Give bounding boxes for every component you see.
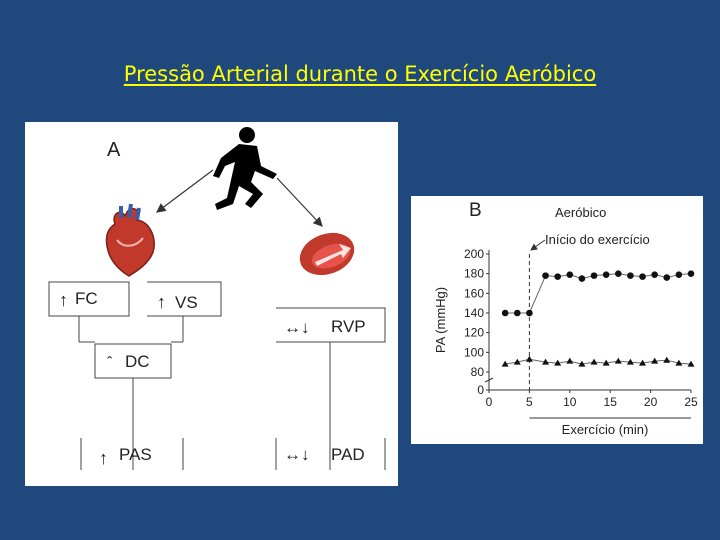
x-tick-label: 10 <box>563 395 577 409</box>
triangle-data-point <box>525 355 533 362</box>
rvp-arrow: ↔↓ <box>284 318 310 337</box>
pad-arrow: ↔↓ <box>284 445 310 464</box>
vs-label: VS <box>175 293 198 312</box>
y-tick-label: 200 <box>464 247 484 261</box>
y-tick-label: 80 <box>471 365 485 379</box>
panel-a-label: A <box>107 139 121 161</box>
y-tick-label: 0 <box>477 383 484 397</box>
triangle-data-point <box>614 357 622 364</box>
dc-label: DC <box>125 352 150 371</box>
annotation-aerobic: Aeróbico <box>555 205 606 220</box>
y-axis-label: PA (mmHg) <box>433 287 448 353</box>
triangle-data-point <box>626 358 634 365</box>
x-tick-label: 20 <box>644 395 658 409</box>
circle-data-point <box>614 270 622 277</box>
circle-data-point <box>566 271 574 278</box>
circle-data-point <box>590 272 598 279</box>
panel-b-label: B <box>469 200 482 221</box>
pas-arrow: ↑ <box>99 448 108 468</box>
arrow-to-heart <box>156 169 214 213</box>
triangle-data-point <box>651 357 659 364</box>
circle-series-line <box>505 273 692 314</box>
triangle-data-point <box>542 358 550 365</box>
triangle-data-point <box>554 359 562 366</box>
fc-label: FC <box>75 289 98 308</box>
vs-box <box>147 281 222 317</box>
triangle-data-point <box>675 359 683 366</box>
arrow-to-artery <box>276 177 323 227</box>
circle-data-point <box>542 272 549 279</box>
triangle-data-point <box>566 357 574 364</box>
triangle-data-point <box>578 360 586 367</box>
circle-data-point <box>639 273 646 280</box>
y-axis-break <box>484 377 494 383</box>
triangle-data-point <box>513 358 521 365</box>
x-tick-label: 25 <box>684 395 698 409</box>
artery-icon <box>299 232 355 276</box>
circle-data-point <box>578 275 586 282</box>
circle-data-point <box>651 271 658 278</box>
dc-arrow: ˆ <box>107 355 113 372</box>
circle-data-point <box>602 271 610 278</box>
circle-data-point <box>687 270 695 277</box>
annotation-arrow <box>530 239 546 251</box>
y-tick-label: 120 <box>464 326 484 340</box>
triangle-data-point <box>501 360 509 367</box>
heart-icon <box>105 203 155 277</box>
circle-data-point <box>513 309 521 317</box>
slide-title: Pressão Arterial durante o Exercício Aer… <box>123 62 597 86</box>
circle-data-point <box>501 309 509 317</box>
x-tick-label: 0 <box>486 395 493 409</box>
chart-panel-b: B Aeróbico Início do exercício 0 80 100 120… <box>411 196 703 444</box>
circle-data-point <box>663 274 671 281</box>
y-tick-label: 100 <box>464 345 484 359</box>
triangle-data-point <box>687 360 695 367</box>
pas-label: PAS <box>119 445 152 464</box>
x-axis-label: Exercício (min) <box>562 422 649 437</box>
y-tick-label: 180 <box>464 267 484 281</box>
circle-data-point <box>627 272 634 279</box>
triangle-data-point <box>590 358 598 365</box>
triangle-data-point <box>639 359 647 366</box>
x-tick-label: 15 <box>604 395 618 409</box>
pad-label: PAD <box>331 445 365 464</box>
triangle-data-point <box>663 356 671 363</box>
circle-data-point <box>675 271 683 278</box>
fc-box <box>48 281 130 317</box>
annotation-exercise-start: Início do exercício <box>545 232 650 247</box>
runner-icon <box>213 127 277 210</box>
x-tick-label: 5 <box>526 395 533 409</box>
triangle-data-point <box>602 359 610 366</box>
y-tick-label: 140 <box>464 306 484 320</box>
circle-data-point <box>554 273 561 280</box>
triangle-series-line <box>505 358 692 365</box>
vs-arrow: ↑ <box>157 292 166 312</box>
rvp-label: RVP <box>331 317 366 336</box>
circle-data-point <box>526 309 533 317</box>
diagram-panel-a: A ↑ FC ↑ VS <box>25 122 398 486</box>
fc-arrow: ↑ <box>59 290 68 310</box>
y-tick-label: 160 <box>464 286 484 300</box>
